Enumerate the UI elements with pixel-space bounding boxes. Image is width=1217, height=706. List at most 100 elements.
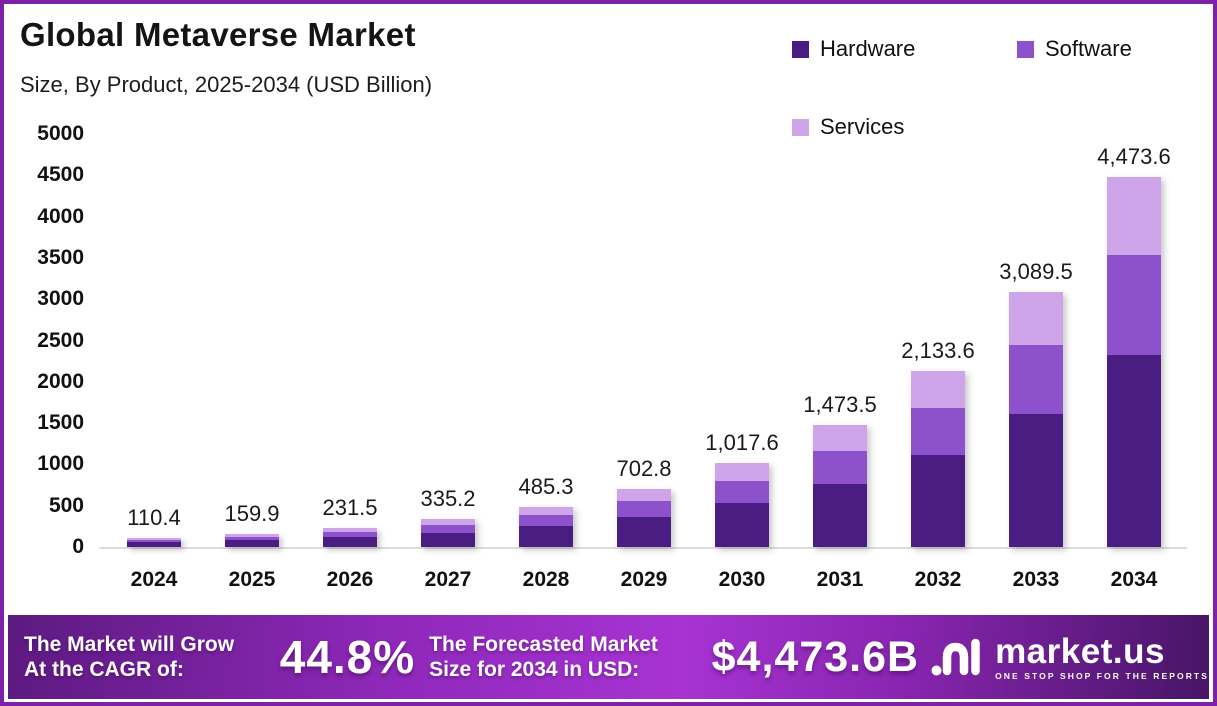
y-axis-tick-label: 4500 bbox=[37, 163, 84, 187]
y-axis-tick-label: 1500 bbox=[37, 411, 84, 435]
legend-item-services: Services bbox=[792, 114, 1017, 140]
logo-tagline: ONE STOP SHOP FOR THE REPORTS bbox=[995, 670, 1209, 681]
bar-segment-software bbox=[715, 480, 769, 504]
bar-segment-hardware bbox=[323, 537, 377, 547]
bar-segment-services bbox=[1107, 177, 1161, 256]
cagr-value: 44.8% bbox=[279, 631, 416, 683]
bar-segment-hardware bbox=[421, 532, 475, 547]
legend-item-software: Software bbox=[1017, 36, 1132, 62]
bar-2028 bbox=[519, 506, 573, 547]
bar-segment-hardware bbox=[127, 542, 181, 547]
bar-2026 bbox=[323, 527, 377, 547]
legend-swatch-hardware bbox=[792, 40, 809, 58]
bar-total-label: 4,473.6 bbox=[1097, 144, 1171, 170]
x-axis-label: 2034 bbox=[1110, 568, 1158, 591]
bar-segment-software bbox=[421, 525, 475, 533]
y-axis-tick-label: 0 bbox=[72, 535, 84, 558]
bar-segment-software bbox=[617, 501, 671, 517]
bar-segment-services bbox=[127, 537, 181, 540]
bar-2034 bbox=[1107, 177, 1161, 547]
bar-segment-services bbox=[813, 425, 867, 451]
bar-segment-hardware bbox=[1107, 354, 1161, 547]
bar-total-label: 335.2 bbox=[420, 486, 476, 512]
x-axis-label: 2031 bbox=[816, 568, 864, 591]
logo-text-block: market.us ONE STOP SHOP FOR THE REPORTS bbox=[995, 631, 1209, 681]
bar-2027 bbox=[421, 519, 475, 547]
bar-2033 bbox=[1009, 291, 1063, 547]
bar-total-label: 159.9 bbox=[224, 500, 280, 526]
y-axis-tick-label: 4000 bbox=[37, 204, 84, 228]
bar-2031 bbox=[813, 425, 867, 547]
bar-2025 bbox=[225, 533, 279, 547]
forecast-label: The Forecasted Market Size for 2034 in U… bbox=[429, 633, 658, 681]
bar-total-label: 2,133.6 bbox=[901, 337, 975, 363]
x-axis-label: 2026 bbox=[326, 568, 374, 591]
bar-2024 bbox=[127, 537, 181, 547]
x-axis-label: 2030 bbox=[718, 568, 766, 591]
chart-legend: Hardware Software Services bbox=[792, 36, 1132, 140]
y-axis-tick-label: 3500 bbox=[37, 245, 84, 269]
legend-label: Software bbox=[1045, 36, 1132, 61]
y-axis-tick-label: 5000 bbox=[37, 122, 84, 145]
legend-swatch-software bbox=[1017, 40, 1034, 58]
bar-total-label: 485.3 bbox=[518, 473, 574, 499]
bar-segment-services bbox=[519, 506, 573, 516]
bar-total-label: 702.8 bbox=[616, 455, 672, 481]
marketus-logo-icon bbox=[931, 638, 980, 676]
bar-2032 bbox=[911, 370, 965, 547]
bar-segment-hardware bbox=[911, 455, 965, 547]
page-subtitle: Size, By Product, 2025-2034 (USD Billion… bbox=[20, 72, 433, 97]
y-axis-tick-label: 2000 bbox=[37, 369, 84, 393]
x-axis-label: 2032 bbox=[914, 568, 962, 591]
page-title: Global Metaverse Market bbox=[20, 16, 416, 53]
bar-total-label: 231.5 bbox=[322, 494, 378, 520]
bar-segment-hardware bbox=[617, 516, 671, 547]
bar-segment-software bbox=[1009, 345, 1063, 415]
legend-label: Services bbox=[820, 114, 905, 139]
bar-total-label: 1,473.5 bbox=[803, 392, 877, 418]
bar-segment-services bbox=[617, 488, 671, 502]
bar-2030 bbox=[715, 462, 769, 547]
y-axis-tick-label: 1000 bbox=[37, 452, 84, 476]
bar-segment-services bbox=[421, 519, 475, 526]
y-axis-tick-label: 3000 bbox=[37, 287, 84, 311]
x-axis-label: 2028 bbox=[522, 568, 570, 591]
bar-segment-hardware bbox=[225, 540, 279, 547]
bar-segment-software bbox=[127, 539, 181, 543]
footer-banner: The Market will Grow At the CAGR of: 44.… bbox=[8, 615, 1209, 699]
bar-segment-software bbox=[519, 515, 573, 527]
bar-total-label: 1,017.6 bbox=[705, 429, 779, 455]
bar-total-label: 110.4 bbox=[127, 504, 181, 530]
x-axis-label: 2024 bbox=[130, 568, 178, 591]
x-axis-label: 2029 bbox=[620, 568, 668, 591]
x-axis-line bbox=[99, 547, 1187, 549]
x-axis-label: 2033 bbox=[1012, 568, 1060, 591]
forecast-value: $4,473.6B bbox=[711, 632, 920, 681]
x-axis-label: 2027 bbox=[424, 568, 472, 591]
bar-segment-software bbox=[911, 407, 965, 456]
bar-segment-services bbox=[911, 370, 965, 408]
bar-segment-hardware bbox=[519, 526, 573, 547]
bar-segment-hardware bbox=[715, 503, 769, 547]
bar-segment-hardware bbox=[1009, 414, 1063, 547]
bar-2029 bbox=[617, 488, 671, 547]
y-axis-tick-label: 2500 bbox=[37, 328, 84, 352]
marketus-logo: market.us ONE STOP SHOP FOR THE REPORTS bbox=[931, 631, 1209, 681]
logo-name: market.us bbox=[995, 631, 1165, 671]
bar-total-label: 3,089.5 bbox=[999, 258, 1073, 284]
legend-label: Hardware bbox=[820, 36, 916, 61]
legend-item-hardware: Hardware bbox=[792, 36, 1017, 62]
bar-segment-software bbox=[225, 536, 279, 541]
cagr-label: The Market will Grow At the CAGR of: bbox=[24, 633, 235, 681]
bar-segment-hardware bbox=[813, 483, 867, 547]
bar-segment-services bbox=[715, 462, 769, 481]
legend-swatch-services bbox=[792, 118, 809, 136]
x-axis-label: 2025 bbox=[228, 568, 276, 591]
bar-segment-services bbox=[225, 533, 279, 537]
bar-segment-services bbox=[1009, 291, 1063, 346]
bar-segment-software bbox=[813, 450, 867, 484]
bar-segment-software bbox=[323, 531, 377, 538]
bar-segment-software bbox=[1107, 255, 1161, 355]
y-axis-tick-label: 500 bbox=[48, 493, 84, 517]
